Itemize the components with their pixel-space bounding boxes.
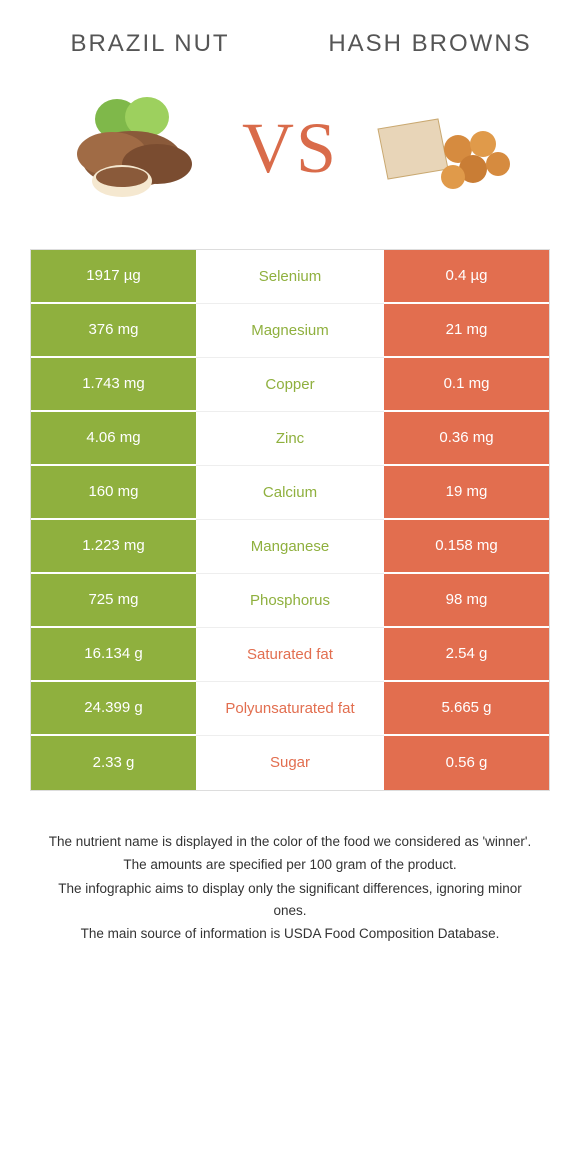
footer-notes: The nutrient name is displayed in the co… bbox=[0, 791, 580, 945]
footer-line: The main source of information is USDA F… bbox=[40, 923, 540, 945]
value-right: 0.4 µg bbox=[384, 250, 549, 304]
value-left: 1917 µg bbox=[31, 250, 196, 304]
value-left: 1.223 mg bbox=[31, 520, 196, 574]
value-left: 2.33 g bbox=[31, 736, 196, 790]
value-right: 19 mg bbox=[384, 466, 549, 520]
value-right: 98 mg bbox=[384, 574, 549, 628]
value-left: 16.134 g bbox=[31, 628, 196, 682]
nutrient-label: Copper bbox=[196, 358, 384, 412]
food-right-image bbox=[358, 89, 518, 209]
nutrient-table: 1917 µgSelenium0.4 µg376 mgMagnesium21 m… bbox=[30, 249, 550, 791]
table-row: 1.223 mgManganese0.158 mg bbox=[31, 520, 549, 574]
table-row: 4.06 mgZinc0.36 mg bbox=[31, 412, 549, 466]
footer-line: The infographic aims to display only the… bbox=[40, 878, 540, 921]
nutrient-label: Magnesium bbox=[196, 304, 384, 358]
nutrient-label: Selenium bbox=[196, 250, 384, 304]
vs-label: VS bbox=[242, 107, 338, 190]
table-row: 24.399 gPolyunsaturated fat5.665 g bbox=[31, 682, 549, 736]
header: BRAZIL NUT HASH BROWNS bbox=[0, 0, 580, 69]
nutrient-label: Manganese bbox=[196, 520, 384, 574]
value-left: 160 mg bbox=[31, 466, 196, 520]
food-right-title: HASH BROWNS bbox=[320, 30, 540, 59]
table-row: 1.743 mgCopper0.1 mg bbox=[31, 358, 549, 412]
food-left-title: BRAZIL NUT bbox=[40, 30, 260, 59]
table-row: 725 mgPhosphorus98 mg bbox=[31, 574, 549, 628]
footer-line: The nutrient name is displayed in the co… bbox=[40, 831, 540, 853]
nutrient-label: Phosphorus bbox=[196, 574, 384, 628]
nutrient-label: Zinc bbox=[196, 412, 384, 466]
footer-line: The amounts are specified per 100 gram o… bbox=[40, 854, 540, 876]
value-right: 5.665 g bbox=[384, 682, 549, 736]
value-right: 0.56 g bbox=[384, 736, 549, 790]
value-right: 0.158 mg bbox=[384, 520, 549, 574]
nutrient-label: Sugar bbox=[196, 736, 384, 790]
table-row: 160 mgCalcium19 mg bbox=[31, 466, 549, 520]
table-row: 1917 µgSelenium0.4 µg bbox=[31, 250, 549, 304]
nutrient-label: Polyunsaturated fat bbox=[196, 682, 384, 736]
value-left: 376 mg bbox=[31, 304, 196, 358]
nutrient-label: Calcium bbox=[196, 466, 384, 520]
value-left: 24.399 g bbox=[31, 682, 196, 736]
versus-row: VS bbox=[0, 69, 580, 249]
value-right: 21 mg bbox=[384, 304, 549, 358]
value-left: 725 mg bbox=[31, 574, 196, 628]
value-right: 0.1 mg bbox=[384, 358, 549, 412]
value-right: 0.36 mg bbox=[384, 412, 549, 466]
value-right: 2.54 g bbox=[384, 628, 549, 682]
nutrient-label: Saturated fat bbox=[196, 628, 384, 682]
food-left-image bbox=[62, 89, 222, 209]
table-row: 376 mgMagnesium21 mg bbox=[31, 304, 549, 358]
value-left: 4.06 mg bbox=[31, 412, 196, 466]
table-row: 16.134 gSaturated fat2.54 g bbox=[31, 628, 549, 682]
table-row: 2.33 gSugar0.56 g bbox=[31, 736, 549, 790]
value-left: 1.743 mg bbox=[31, 358, 196, 412]
